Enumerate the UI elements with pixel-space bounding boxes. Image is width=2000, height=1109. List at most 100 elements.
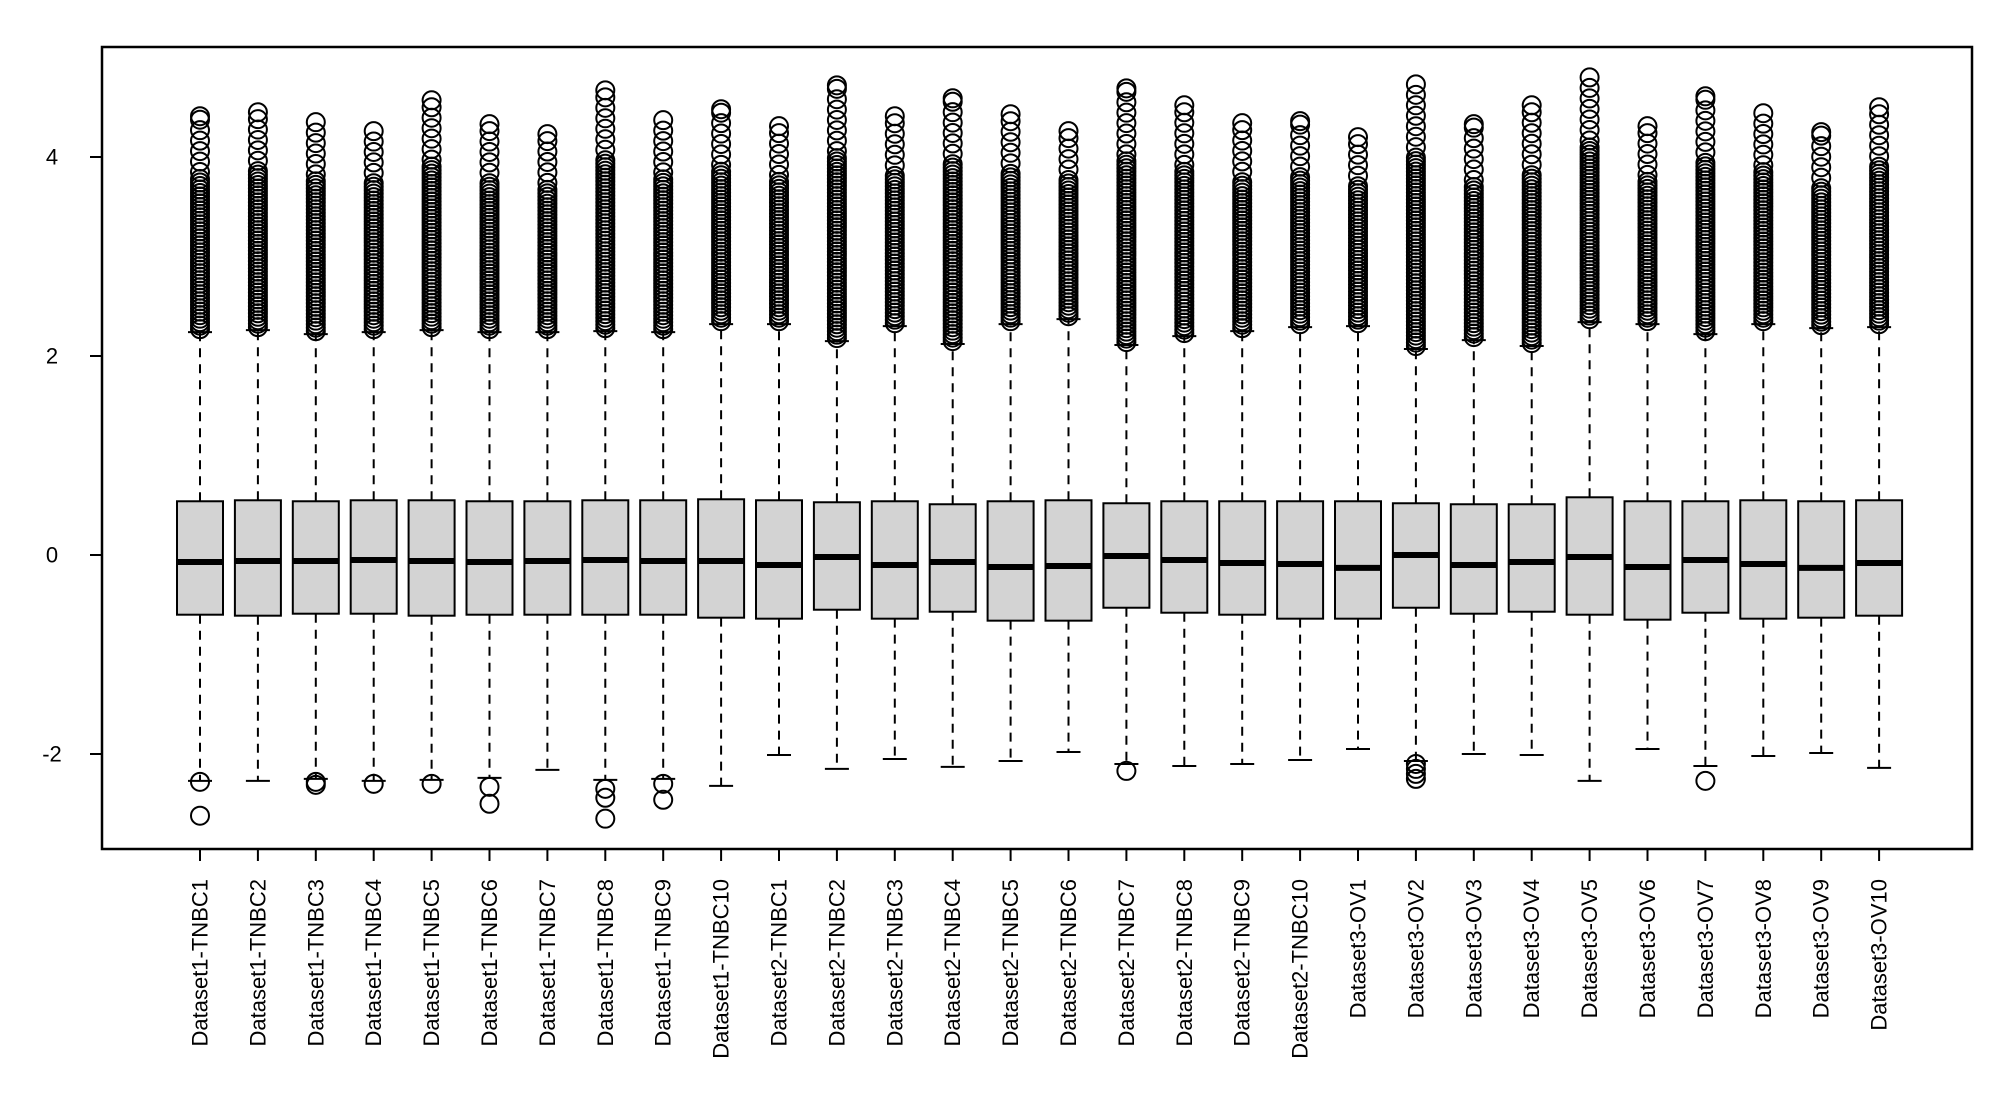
- outlier-point: [1579, 98, 1600, 119]
- upper-outliers: [537, 124, 558, 340]
- outlier-point: [884, 165, 905, 186]
- x-tick-label: Dataset2-TNBC5: [998, 879, 1023, 1047]
- outlier-point: [1869, 146, 1890, 167]
- outlier-point: [1579, 130, 1600, 151]
- box-22: [1391, 74, 1440, 789]
- upper-outliers: [1174, 95, 1195, 344]
- x-tick-label: Dataset1-TNBC8: [593, 879, 618, 1047]
- outlier-point: [1000, 163, 1021, 184]
- outlier-point: [595, 787, 616, 808]
- outlier-point: [1463, 149, 1484, 170]
- x-tick-label: Dataset2-TNBC9: [1230, 879, 1255, 1047]
- outlier-point: [1116, 113, 1137, 134]
- upper-outliers: [1521, 95, 1542, 354]
- outlier-point: [1869, 97, 1890, 118]
- x-axis: Dataset1-TNBC1 Dataset1-TNBC2 Dataset1-TNB…: [188, 849, 1892, 1059]
- outlier-point: [421, 139, 442, 160]
- outlier-point: [711, 133, 732, 154]
- outlier-point: [1579, 67, 1600, 88]
- outlier-point: [942, 122, 963, 143]
- outlier-point: [1695, 142, 1716, 163]
- outlier-point: [1405, 768, 1426, 789]
- outlier-point: [1521, 112, 1542, 133]
- upper-outliers: [1348, 127, 1368, 334]
- outlier-point: [653, 773, 674, 794]
- upper-outliers: [247, 102, 268, 338]
- upper-outliers: [711, 99, 732, 332]
- x-tick-label: Dataset1-TNBC7: [535, 879, 560, 1047]
- outlier-point: [247, 129, 268, 150]
- box-iqr: [1044, 499, 1093, 622]
- outlier-point: [1232, 140, 1253, 161]
- outlier-point: [653, 141, 674, 162]
- outlier-point: [1116, 102, 1137, 123]
- outlier-point: [595, 87, 616, 108]
- outlier-point: [1116, 78, 1137, 99]
- outlier-point: [942, 88, 963, 109]
- outlier-point: [1116, 123, 1137, 144]
- outlier-point: [1753, 113, 1774, 134]
- plot-frame: [100, 45, 1974, 851]
- outlier-point: [1695, 110, 1716, 131]
- outlier-point: [1000, 121, 1021, 142]
- outlier-point: [1232, 120, 1253, 141]
- outlier-point: [1637, 116, 1658, 137]
- outlier-point: [1405, 126, 1426, 147]
- outlier-point: [421, 128, 442, 149]
- outlier-point: [1869, 135, 1890, 156]
- outlier-point: [1811, 146, 1832, 167]
- outlier-point: [1753, 144, 1774, 165]
- upper-outliers: [653, 110, 674, 340]
- outlier-point: [479, 141, 500, 162]
- box-30: [1855, 97, 1904, 769]
- box-9: [639, 110, 688, 810]
- lower-outliers: [363, 773, 384, 794]
- upper-outliers: [305, 112, 326, 342]
- outlier-point: [305, 122, 326, 143]
- y-tick-label: -2: [42, 742, 62, 767]
- outlier-point: [1232, 172, 1253, 193]
- box-25: [1565, 67, 1614, 782]
- x-tick-label: Dataset1-TNBC3: [303, 879, 328, 1047]
- outlier-point: [1290, 146, 1311, 167]
- outlier-point: [1869, 125, 1890, 146]
- x-tick-label: Dataset2-TNBC3: [882, 879, 907, 1047]
- outlier-point: [1405, 105, 1426, 126]
- outlier-point: [826, 109, 847, 130]
- outlier-point: [1753, 155, 1774, 176]
- outlier-point: [1116, 133, 1137, 154]
- outlier-point: [1058, 149, 1079, 170]
- outlier-point: [595, 108, 616, 129]
- outlier-point: [1463, 138, 1484, 159]
- outlier-point: [826, 141, 847, 162]
- outlier-point: [247, 150, 268, 171]
- box-iqr: [1449, 503, 1498, 615]
- x-tick-label: Dataset1-TNBC2: [245, 879, 270, 1047]
- x-tick-label: Dataset2-TNBC10: [1288, 879, 1313, 1059]
- x-tick-label: Dataset1-TNBC1: [188, 879, 213, 1047]
- outlier-point: [537, 131, 558, 152]
- lower-outliers: [305, 771, 326, 795]
- box-20: [1276, 111, 1325, 761]
- box-iqr: [176, 500, 224, 616]
- outlier-point: [595, 129, 616, 150]
- box-iqr: [928, 503, 977, 613]
- outlier-point: [421, 107, 442, 128]
- box-24: [1507, 95, 1556, 756]
- outlier-point: [595, 808, 616, 829]
- box-iqr: [291, 500, 340, 615]
- outlier-point: [305, 133, 326, 154]
- lower-outliers: [653, 773, 674, 810]
- outlier-point: [1405, 84, 1426, 105]
- outlier-point: [1637, 154, 1658, 175]
- outlier-point: [537, 162, 558, 183]
- outlier-point: [769, 123, 789, 144]
- outlier-point: [1521, 95, 1542, 116]
- outlier-point: [1521, 123, 1542, 144]
- outlier-point: [1463, 170, 1484, 191]
- box-17: [1102, 78, 1151, 781]
- upper-outliers: [826, 75, 847, 349]
- upper-outliers: [1058, 121, 1079, 327]
- outlier-point: [653, 110, 674, 131]
- outlier-point: [653, 151, 674, 172]
